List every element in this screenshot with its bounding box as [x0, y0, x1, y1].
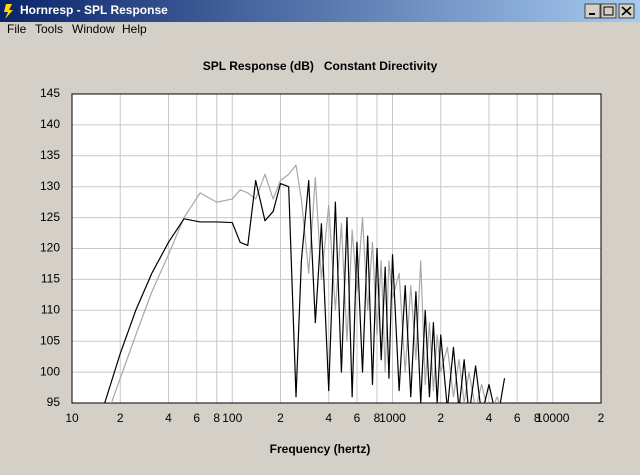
- y-tick-label: 145: [40, 86, 60, 100]
- x-tick-label: 2: [277, 411, 284, 425]
- spl-line: [110, 164, 500, 403]
- title-bar: [0, 0, 640, 22]
- x-tick-label: 4: [486, 411, 493, 425]
- x-tick-label: 8: [534, 411, 541, 425]
- minimize-button[interactable]: [584, 3, 601, 19]
- plot-lines: [104, 164, 506, 403]
- minimize-icon: [589, 13, 595, 15]
- window-title: Hornresp - SPL Response: [20, 3, 168, 17]
- x-tick-label: 10: [65, 411, 79, 425]
- x-tick-label: 4: [165, 411, 172, 425]
- menu-item[interactable]: Tools: [35, 22, 63, 36]
- x-tick-label: 2: [117, 411, 124, 425]
- y-tick-label: 110: [41, 302, 60, 316]
- plot-border: [71, 93, 602, 404]
- y-tick-label: 95: [47, 395, 61, 409]
- close-icon: [621, 6, 632, 16]
- y-tick-label: 100: [40, 364, 60, 378]
- y-tick-label: 120: [40, 241, 60, 255]
- y-tick-label: 105: [40, 333, 60, 347]
- x-axis-label: Frequency (hertz): [270, 442, 371, 456]
- menu-item[interactable]: File: [7, 22, 27, 36]
- x-tick-label: 4: [325, 411, 332, 425]
- menu-item[interactable]: Help: [122, 22, 147, 36]
- x-tick-label: 1000: [379, 411, 406, 425]
- menu-bar: File Tools Window Help: [7, 22, 147, 36]
- app-icon: [4, 4, 13, 19]
- maximize-button[interactable]: [600, 3, 617, 19]
- x-tick-label: 10000: [536, 411, 570, 425]
- x-tick-label: 2: [437, 411, 444, 425]
- x-tick-label: 6: [354, 411, 361, 425]
- window-controls: [584, 3, 635, 19]
- y-tick-label: 125: [40, 210, 60, 224]
- spl-line: [104, 179, 506, 403]
- y-tick-label: 130: [40, 179, 60, 193]
- y-tick-label: 135: [40, 148, 60, 162]
- chart-title: SPL Response (dB) Constant Directivity: [203, 59, 438, 73]
- x-tick-label: 6: [514, 411, 521, 425]
- x-tick-label: 6: [193, 411, 200, 425]
- x-tick-label: 2: [598, 411, 605, 425]
- x-tick-label: 8: [374, 411, 381, 425]
- y-tick-label: 115: [41, 272, 60, 286]
- grid: [71, 93, 602, 404]
- maximize-icon: [603, 6, 614, 16]
- menu-item[interactable]: Window: [72, 22, 115, 36]
- x-tick-label: 100: [222, 411, 242, 425]
- x-tick-label: 8: [213, 411, 220, 425]
- y-tick-label: 140: [40, 117, 60, 131]
